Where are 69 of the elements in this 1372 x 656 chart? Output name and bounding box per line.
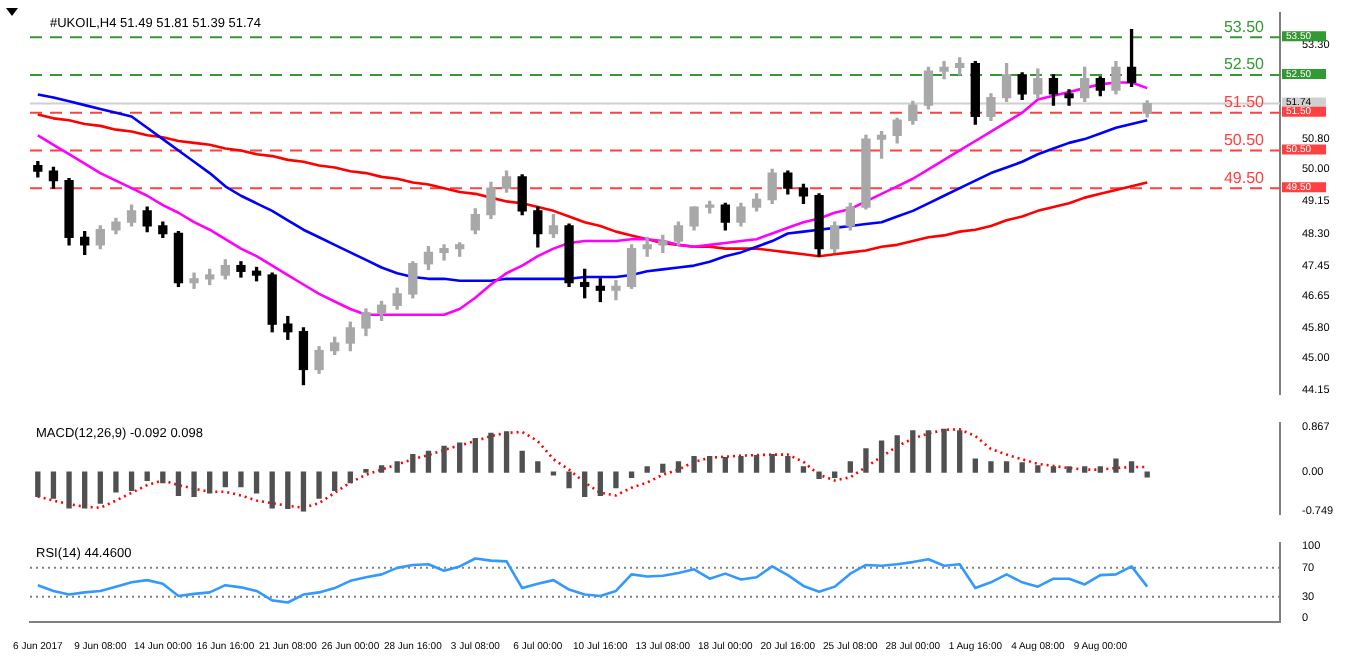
bar	[1035, 465, 1041, 473]
bar	[707, 456, 713, 473]
bar	[1128, 461, 1135, 473]
bar	[66, 471, 72, 509]
bar	[535, 461, 541, 473]
bar	[941, 428, 947, 473]
bar	[1019, 462, 1025, 473]
bar	[644, 466, 650, 473]
bar	[972, 458, 978, 473]
ref-line-label: 51.50	[1223, 93, 1266, 112]
bar	[722, 457, 728, 473]
bar	[253, 471, 260, 494]
bar	[894, 435, 900, 473]
bar	[691, 456, 697, 473]
bar	[660, 463, 666, 473]
bar	[207, 471, 213, 494]
bar	[425, 450, 432, 473]
bar	[753, 454, 760, 473]
bar	[441, 445, 447, 473]
bar	[1003, 461, 1010, 473]
bar	[457, 442, 463, 473]
ref-line-label: 53.50	[1223, 17, 1266, 36]
bar	[300, 471, 307, 512]
bar	[597, 471, 603, 497]
bar	[816, 471, 822, 480]
line-series	[36, 428, 1149, 510]
bar	[1097, 466, 1103, 473]
bar	[769, 453, 775, 473]
bar	[191, 471, 197, 498]
bar	[175, 471, 182, 497]
ref-line-label: 50.50	[1223, 130, 1266, 149]
bar	[1082, 466, 1088, 473]
bar	[50, 471, 57, 499]
bar	[910, 430, 916, 473]
bar	[35, 471, 41, 498]
ref-line-label: 49.50	[1223, 168, 1266, 187]
bar	[1050, 466, 1057, 473]
bar	[472, 437, 478, 473]
bar	[925, 430, 932, 473]
bar	[847, 461, 853, 473]
bar	[675, 461, 682, 473]
bar	[410, 453, 416, 473]
bar	[800, 466, 807, 473]
bar	[128, 471, 135, 491]
bar	[1113, 458, 1119, 473]
bar	[785, 456, 791, 473]
bar	[269, 471, 275, 509]
bar	[113, 471, 119, 493]
bar	[988, 461, 994, 473]
bar	[82, 471, 88, 509]
bar	[957, 430, 963, 473]
bar	[613, 471, 619, 489]
bar	[394, 461, 400, 473]
bar	[503, 431, 510, 473]
bar	[238, 471, 244, 488]
bar	[863, 448, 869, 473]
bar	[738, 456, 744, 473]
bar	[488, 432, 494, 473]
bar	[97, 471, 103, 504]
bar	[878, 440, 885, 473]
bar	[285, 471, 291, 509]
bar	[378, 465, 385, 473]
bar	[519, 450, 525, 473]
bar	[316, 471, 322, 499]
ref-line-label: 52.50	[1223, 55, 1266, 74]
bar	[1066, 466, 1072, 473]
bar	[332, 471, 338, 491]
bar	[566, 471, 572, 489]
bar	[582, 471, 588, 498]
